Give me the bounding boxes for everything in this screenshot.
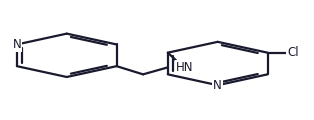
Text: Cl: Cl: [287, 46, 299, 59]
Text: N: N: [213, 79, 222, 92]
Text: N: N: [13, 38, 21, 51]
Text: HN: HN: [176, 61, 193, 74]
